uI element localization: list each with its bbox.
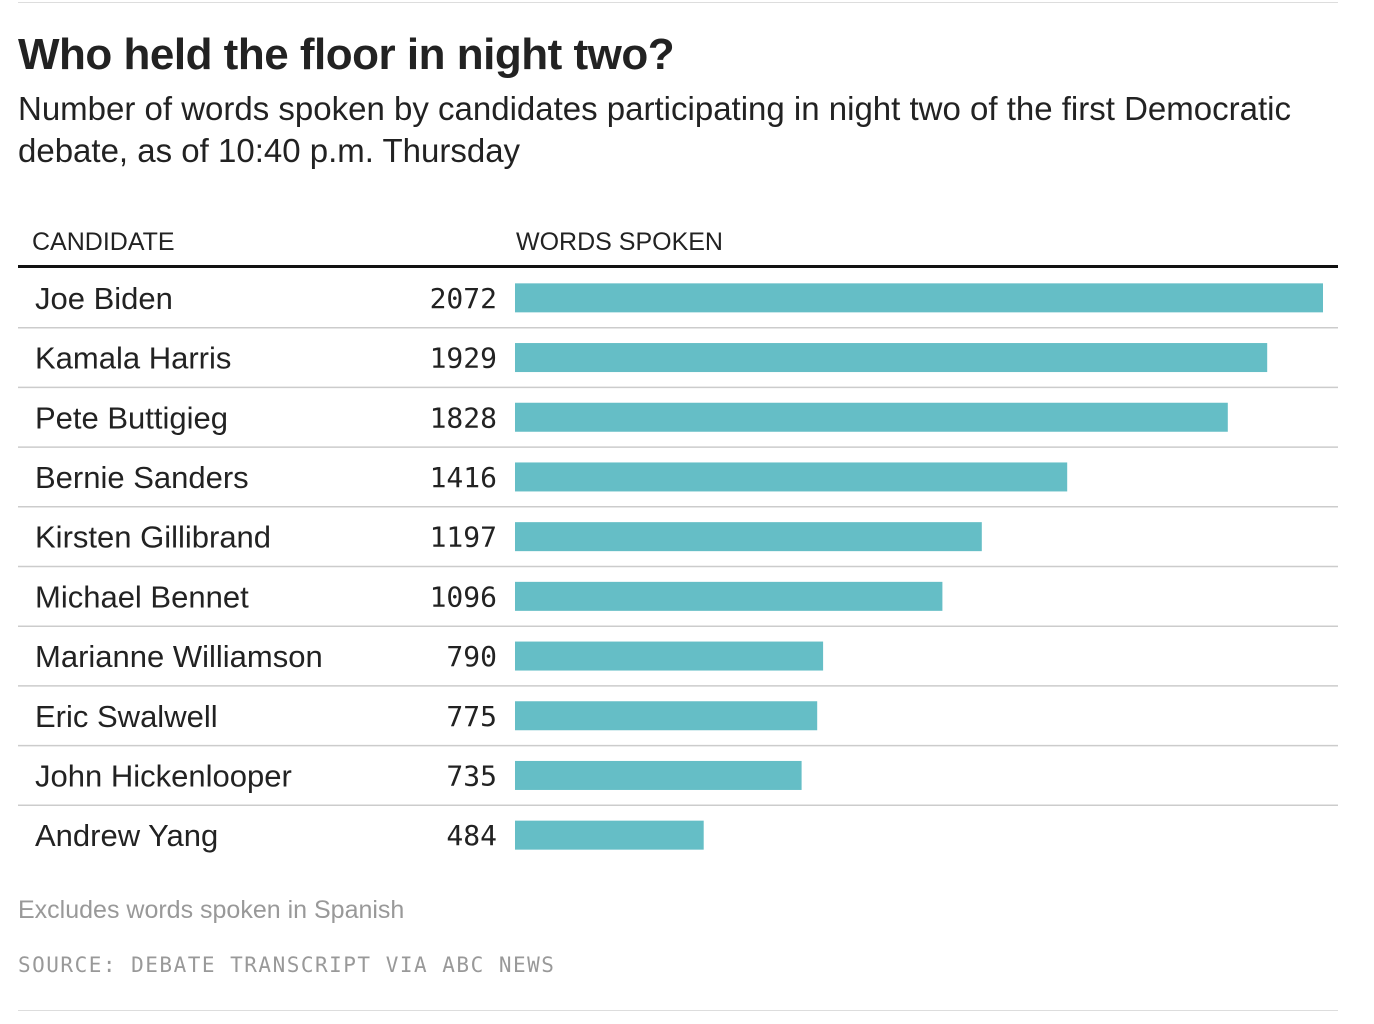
value-label: 1828 [430, 401, 497, 434]
category-label: Andrew Yang [35, 818, 218, 853]
bar [515, 522, 982, 552]
value-label: 1096 [430, 580, 497, 613]
bar [515, 343, 1268, 373]
bar [515, 641, 824, 671]
category-label: Bernie Sanders [35, 460, 249, 495]
chart-subtitle: Number of words spoken by candidates par… [18, 90, 1291, 169]
bar [515, 701, 818, 731]
value-label: 1197 [430, 521, 497, 554]
top-rule [18, 2, 1338, 3]
category-label: Kamala Harris [35, 341, 231, 376]
value-label: 2072 [430, 282, 497, 315]
bar [515, 462, 1068, 492]
footnote: Excludes words spoken in Spanish [18, 896, 405, 924]
source-line: SOURCE: DEBATE TRANSCRIPT VIA ABC NEWS [18, 953, 556, 977]
header-rule [18, 265, 1338, 268]
value-label: 790 [446, 640, 497, 673]
category-label: Joe Biden [35, 281, 173, 316]
bar [515, 820, 704, 850]
value-label: 484 [446, 819, 497, 852]
category-label: Kirsten Gillibrand [35, 520, 271, 555]
bar [515, 760, 802, 790]
value-label: 775 [446, 700, 497, 733]
value-label: 1416 [430, 461, 497, 494]
bottom-rule [18, 1010, 1338, 1011]
category-label: Michael Bennet [35, 579, 249, 614]
chart-title: Who held the floor in night two? [18, 30, 675, 79]
bar [515, 581, 943, 611]
value-label: 1929 [430, 342, 497, 375]
bar [515, 402, 1228, 432]
category-label: John Hickenlooper [35, 758, 292, 793]
column-header-words-spoken: WORDS SPOKEN [516, 228, 723, 256]
category-label: Pete Buttigieg [35, 400, 228, 435]
bar [515, 283, 1323, 313]
value-label: 735 [446, 759, 497, 792]
column-header-candidate: CANDIDATE [32, 228, 175, 256]
category-label: Marianne Williamson [35, 639, 323, 674]
category-label: Eric Swalwell [35, 699, 218, 734]
